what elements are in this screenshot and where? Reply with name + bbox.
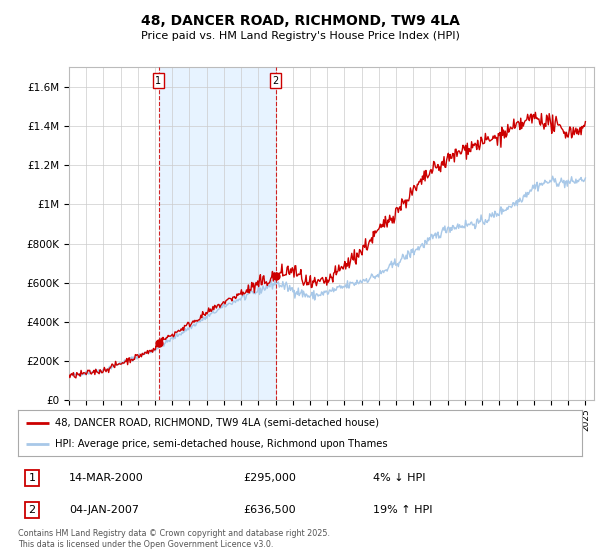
Text: £295,000: £295,000 (244, 473, 296, 483)
Text: 4% ↓ HPI: 4% ↓ HPI (373, 473, 426, 483)
Bar (158, 67, 275, 400)
Text: 48, DANCER ROAD, RICHMOND, TW9 4LA (semi-detached house): 48, DANCER ROAD, RICHMOND, TW9 4LA (semi… (55, 418, 379, 428)
Text: 48, DANCER ROAD, RICHMOND, TW9 4LA: 48, DANCER ROAD, RICHMOND, TW9 4LA (140, 14, 460, 28)
Text: 19% ↑ HPI: 19% ↑ HPI (373, 505, 433, 515)
Text: Price paid vs. HM Land Registry's House Price Index (HPI): Price paid vs. HM Land Registry's House … (140, 31, 460, 41)
Text: 2: 2 (29, 505, 35, 515)
Text: 1: 1 (155, 76, 161, 86)
Text: HPI: Average price, semi-detached house, Richmond upon Thames: HPI: Average price, semi-detached house,… (55, 439, 387, 449)
Text: 2: 2 (272, 76, 278, 86)
Text: £636,500: £636,500 (244, 505, 296, 515)
Text: 14-MAR-2000: 14-MAR-2000 (69, 473, 143, 483)
Text: 1: 1 (29, 473, 35, 483)
Text: 04-JAN-2007: 04-JAN-2007 (69, 505, 139, 515)
Text: Contains HM Land Registry data © Crown copyright and database right 2025.
This d: Contains HM Land Registry data © Crown c… (18, 529, 330, 549)
